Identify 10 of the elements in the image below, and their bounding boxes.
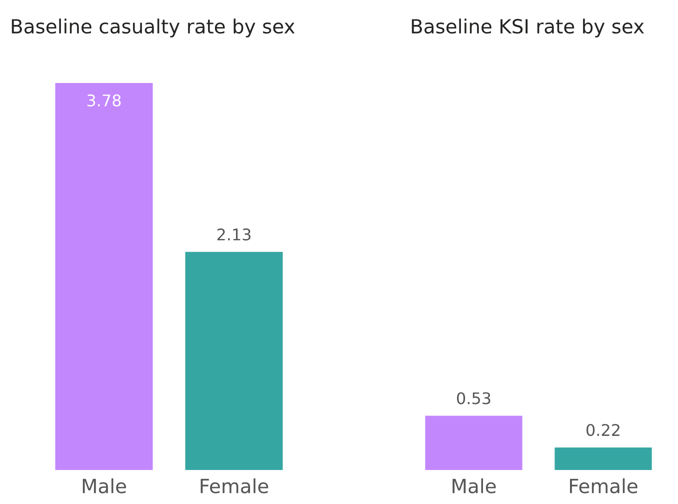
chart-title: Baseline casualty rate by sex — [12, 18, 295, 38]
chart-title: Baseline KSI rate by sex — [412, 18, 644, 38]
data-label: 0.53 — [457, 392, 490, 404]
data-label: 0.22 — [586, 424, 620, 436]
x-tick-label: Male — [452, 478, 496, 494]
data-label: 3.78 — [87, 94, 121, 106]
data-label: 2.13 — [217, 228, 250, 240]
x-tick-label: Female — [570, 478, 638, 494]
x-tick-label: Male — [82, 478, 126, 494]
x-tick-label: Female — [200, 478, 268, 494]
